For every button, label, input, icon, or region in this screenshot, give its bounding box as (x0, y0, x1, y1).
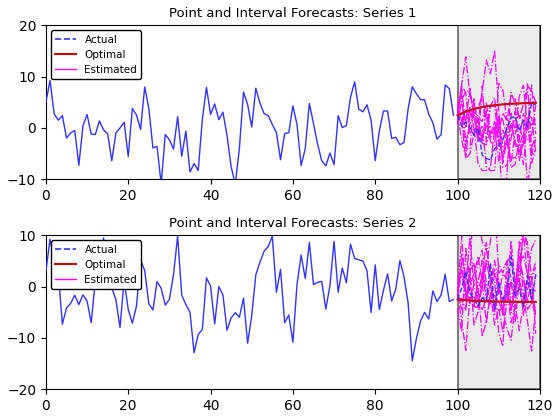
Bar (458, 235, 540, 389)
Bar (458, 25, 540, 179)
Title: Point and Interval Forecasts: Series 1: Point and Interval Forecasts: Series 1 (169, 7, 417, 20)
Title: Point and Interval Forecasts: Series 2: Point and Interval Forecasts: Series 2 (169, 217, 417, 230)
Legend: Actual, Optimal, Estimated: Actual, Optimal, Estimated (51, 241, 141, 289)
Legend: Actual, Optimal, Estimated: Actual, Optimal, Estimated (51, 31, 141, 79)
